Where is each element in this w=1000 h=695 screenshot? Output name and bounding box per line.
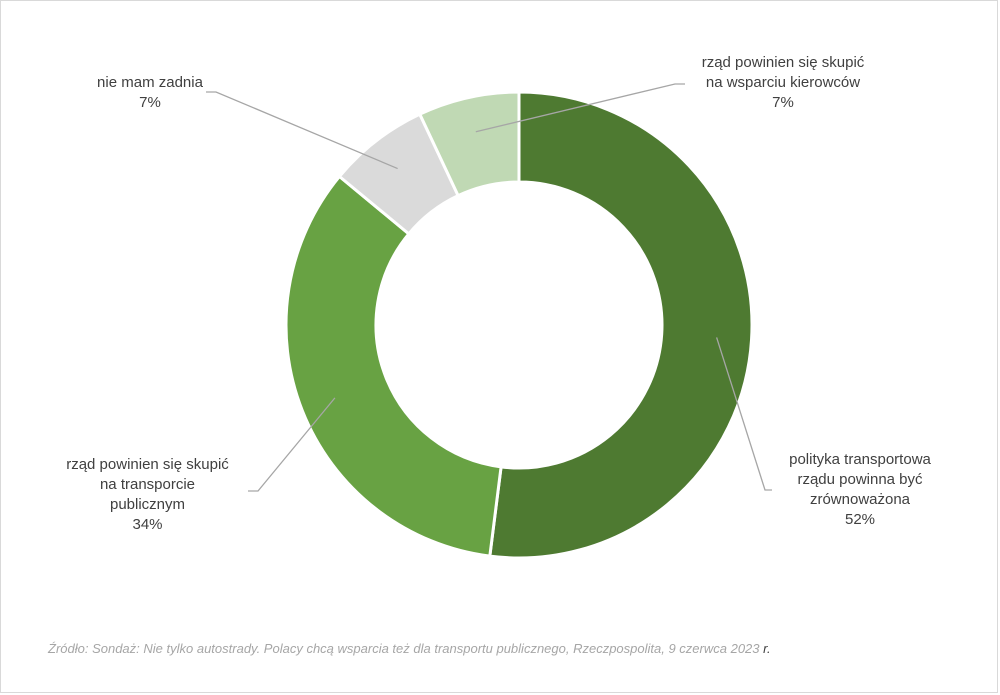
slice-value-label: 7% [772,94,794,111]
slice-label-no-opinion: nie mam zadnia 7% [85,73,215,113]
leader-line [206,91,398,170]
slice-label-public-transport: rząd powinien się skupić na transporcie … [50,455,245,535]
slice-value-label: 34% [132,516,163,533]
leader-line [715,337,772,491]
slice-label-line: rząd powinien się skupić [701,54,865,71]
slice-label-line: nie mam zadnia [97,74,203,91]
slice-driver-support [417,90,521,198]
source-text-end: r. [763,641,771,656]
slice-label-line: rząd powinien się skupić [66,456,229,473]
leader-line [475,83,685,133]
slice-label-line: na transporcie [99,476,196,493]
slice-label-line: polityka transportowa [789,451,931,468]
slice-label-line: zrównoważona [809,491,911,508]
slice-label-line: na wsparciu kierowców [705,74,861,91]
slice-value-label: 7% [139,94,161,111]
slice-value-label: 52% [844,511,876,528]
source-note: Źródło: Sondaż: Nie tylko autostrady. Po… [48,641,771,656]
slice-label-line: publicznym [109,496,186,513]
leader-line [248,397,336,492]
slice-label-driver-support: rząd powinien się skupić na wsparciu kie… [683,53,883,113]
source-text: Źródło: Sondaż: Nie tylko autostrady. Po… [48,641,764,656]
slice-label-line: rządu powinna być [797,471,923,488]
slice-public-transport [284,174,503,558]
slice-label-sustainable-policy: polityka transportowa rządu powinna być … [770,450,950,530]
slice-sustainable-policy [488,90,754,560]
